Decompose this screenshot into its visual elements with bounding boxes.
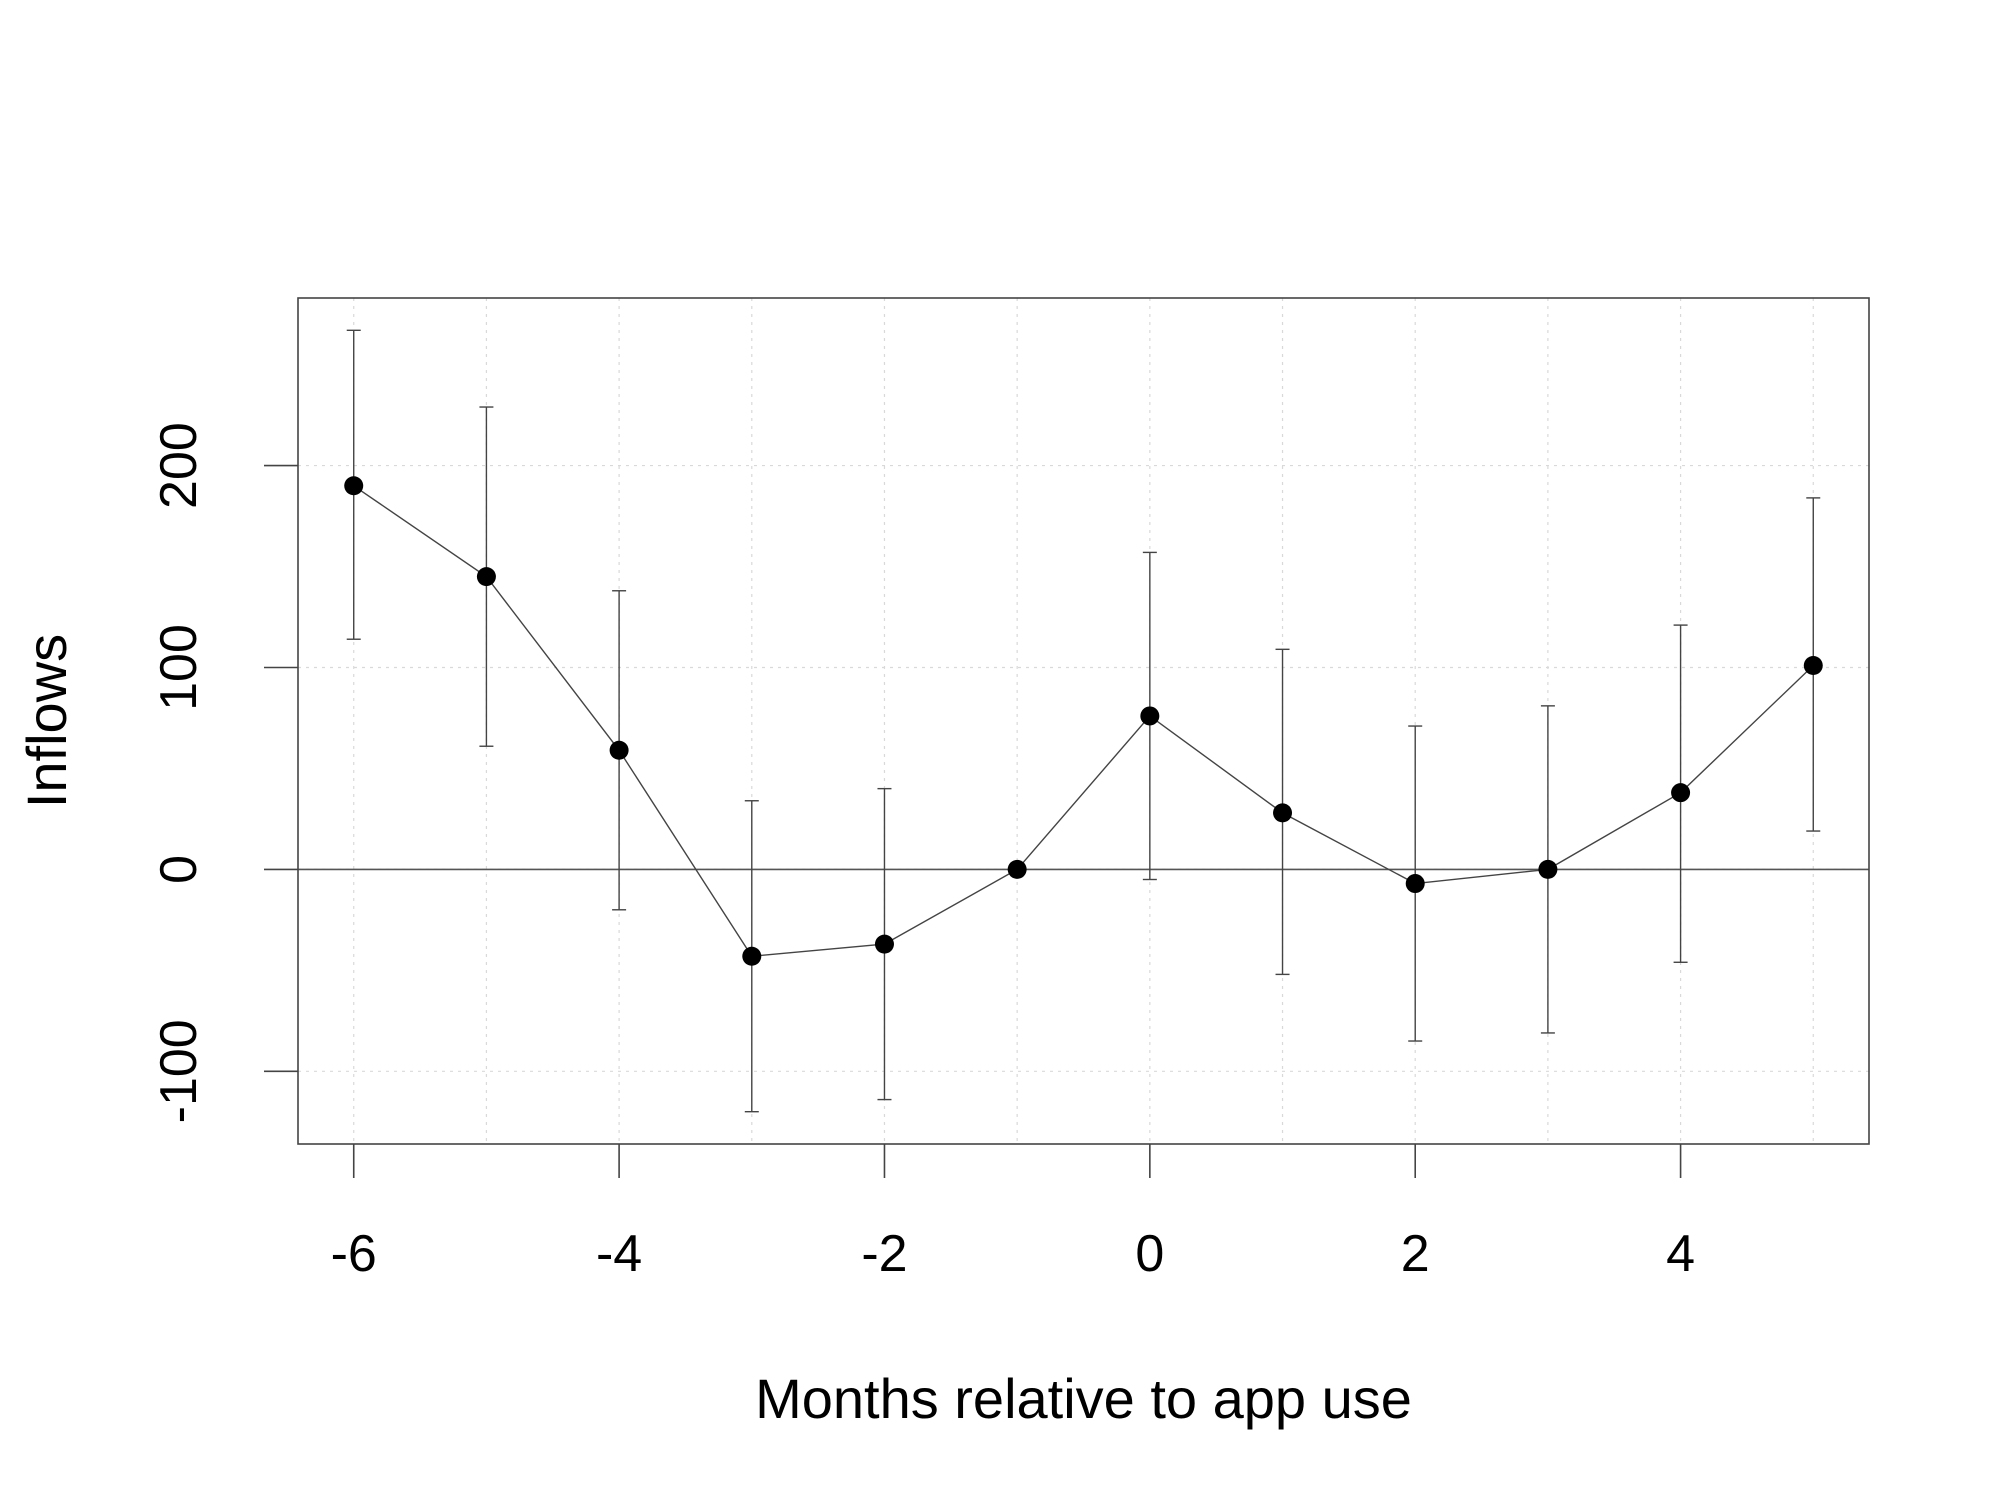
x-tick-label: -6 bbox=[331, 1225, 377, 1283]
y-axis-label: Inflows bbox=[15, 634, 78, 808]
data-point bbox=[1538, 859, 1558, 879]
x-axis: -6 -4 -2 0 2 4 bbox=[331, 1144, 1695, 1283]
series-line bbox=[353, 485, 1814, 957]
x-tick-label: 4 bbox=[1666, 1225, 1695, 1283]
data-point bbox=[609, 740, 629, 760]
y-tick-label: 0 bbox=[150, 855, 208, 884]
data-point bbox=[1671, 783, 1691, 803]
data-point bbox=[1273, 803, 1293, 823]
data-point bbox=[874, 934, 894, 954]
data-point bbox=[1140, 706, 1160, 726]
data-point bbox=[1007, 859, 1027, 879]
x-tick-label: 2 bbox=[1401, 1225, 1430, 1283]
data-point bbox=[742, 946, 762, 966]
plot-area-frame bbox=[297, 297, 1870, 1145]
y-tick-label: 100 bbox=[150, 624, 208, 711]
x-tick-label: 0 bbox=[1135, 1225, 1164, 1283]
data-point bbox=[476, 567, 496, 587]
y-tick-label: -100 bbox=[150, 1019, 208, 1123]
data-point bbox=[1803, 655, 1823, 675]
x-tick-label: -2 bbox=[861, 1225, 907, 1283]
x-axis-label: Months relative to app use bbox=[755, 1367, 1412, 1430]
y-axis: -100 0 100 200 bbox=[150, 422, 298, 1123]
series-inflows bbox=[344, 329, 1823, 1113]
grid-lines bbox=[298, 298, 1869, 1144]
y-tick-label: 200 bbox=[150, 422, 208, 509]
data-point bbox=[1405, 874, 1425, 894]
data-point bbox=[344, 476, 364, 496]
x-tick-label: -4 bbox=[596, 1225, 642, 1283]
